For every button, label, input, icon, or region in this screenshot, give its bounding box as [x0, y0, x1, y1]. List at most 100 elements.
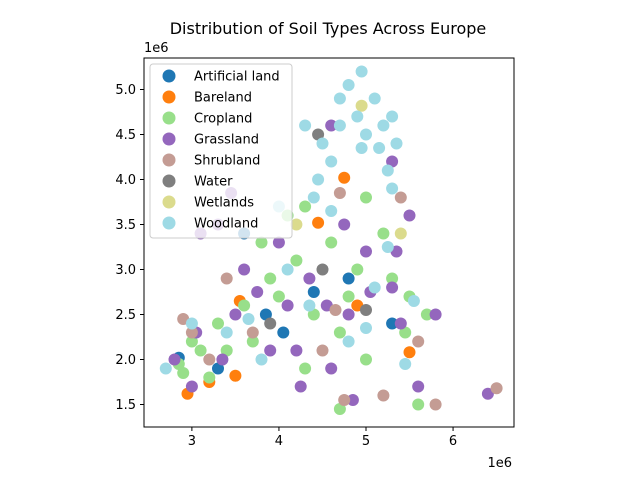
point-7-24	[325, 205, 338, 217]
x-axis: 3 4 5 6	[188, 427, 457, 449]
point-1-3	[229, 369, 242, 382]
point-4-6	[429, 398, 442, 411]
point-4-0	[185, 326, 198, 339]
point-2-12	[255, 236, 268, 249]
x-tick-label: 4	[275, 434, 283, 449]
point-5-3	[312, 128, 325, 141]
legend-label: Cropland	[194, 112, 252, 127]
legend-label: Wetlands	[194, 196, 254, 211]
legend-label: Woodland	[194, 217, 258, 232]
x-tick-label: 5	[362, 434, 370, 449]
y-tick-label: 4.5	[115, 128, 136, 143]
point-6-2	[290, 218, 303, 231]
legend-label: Artificial land	[194, 70, 280, 85]
point-3-24	[325, 119, 338, 132]
point-7-8	[381, 164, 394, 177]
point-7-19	[303, 299, 316, 312]
point-4-2	[246, 326, 259, 339]
point-7-18	[281, 263, 294, 276]
point-3-12	[386, 281, 399, 294]
point-7-11	[307, 191, 320, 204]
y-tick-label: 1.5	[115, 398, 136, 413]
point-4-10	[412, 335, 425, 348]
point-7-6	[377, 119, 390, 132]
point-3-18	[346, 394, 359, 406]
y-tick-label: 2.5	[115, 308, 136, 323]
y-tick-label: 4.0	[115, 173, 136, 188]
point-2-24	[246, 335, 259, 348]
point-3-15	[290, 344, 303, 357]
legend-marker	[162, 90, 176, 104]
point-3-5	[229, 308, 242, 321]
point-2-25	[272, 290, 285, 303]
point-2-6	[351, 263, 364, 276]
point-0-2	[259, 308, 272, 321]
point-4-9	[333, 187, 346, 199]
point-7-15	[220, 326, 233, 339]
point-4-3	[316, 344, 329, 357]
point-7-4	[355, 65, 368, 78]
point-7-22	[407, 295, 420, 307]
point-7-1	[316, 137, 329, 150]
point-7-14	[159, 362, 172, 375]
point-5-2	[264, 317, 277, 330]
point-7-21	[360, 322, 372, 334]
y-tick-label: 3.5	[115, 218, 136, 233]
point-2-0	[185, 335, 198, 348]
point-7-2	[333, 119, 346, 132]
x-tick-label: 6	[449, 434, 457, 449]
point-3-21	[429, 308, 442, 321]
point-5-0	[316, 263, 329, 276]
point-4-12	[329, 304, 342, 316]
point-1-1	[338, 171, 351, 184]
point-7-10	[325, 155, 338, 168]
point-3-23	[386, 155, 399, 168]
point-7-16	[255, 353, 268, 366]
point-7-32	[360, 128, 372, 141]
scatter-points	[159, 65, 503, 415]
point-2-28	[194, 344, 207, 357]
point-7-20	[342, 335, 355, 348]
point-3-26	[281, 299, 294, 312]
point-4-7	[394, 191, 407, 204]
point-2-20	[299, 362, 312, 375]
point-2-18	[333, 403, 346, 415]
point-2-4	[290, 254, 303, 267]
point-2-23	[299, 200, 312, 213]
point-4-8	[490, 382, 503, 395]
point-2-2	[238, 299, 251, 312]
legend-marker	[162, 69, 176, 83]
point-3-17	[325, 362, 338, 375]
y-axis: 1.5 2.0 2.5 3.0 3.5 4.0 4.5 5.0	[115, 83, 144, 413]
point-3-16	[294, 380, 307, 393]
point-2-11	[333, 326, 346, 339]
point-2-26	[342, 290, 355, 303]
point-0-5	[386, 317, 399, 330]
point-7-27	[399, 358, 412, 370]
point-1-5	[312, 216, 325, 229]
point-2-7	[377, 227, 390, 240]
chart-legend: Artificial land Bareland Cropland Grassland…	[149, 63, 293, 239]
point-1-2	[403, 346, 416, 359]
point-0-3	[307, 286, 320, 298]
y-tick-label: 5.0	[115, 83, 136, 98]
point-5-1	[360, 304, 372, 316]
chart-title: Distribution of Soil Types Across Europe	[170, 19, 487, 38]
point-7-9	[355, 142, 368, 154]
point-2-21	[386, 272, 399, 285]
point-7-23	[381, 241, 394, 253]
point-2-17	[412, 398, 425, 411]
point-2-10	[307, 308, 320, 321]
legend-marker	[162, 132, 176, 146]
legend-label: Bareland	[194, 91, 252, 106]
point-3-11	[360, 245, 372, 258]
point-7-30	[333, 92, 346, 105]
point-7-33	[386, 110, 399, 123]
point-7-7	[390, 137, 403, 150]
point-3-10	[342, 308, 355, 321]
legend-marker	[162, 111, 176, 125]
point-7-29	[373, 142, 386, 154]
legend-box	[149, 63, 293, 239]
point-3-29	[338, 218, 351, 231]
